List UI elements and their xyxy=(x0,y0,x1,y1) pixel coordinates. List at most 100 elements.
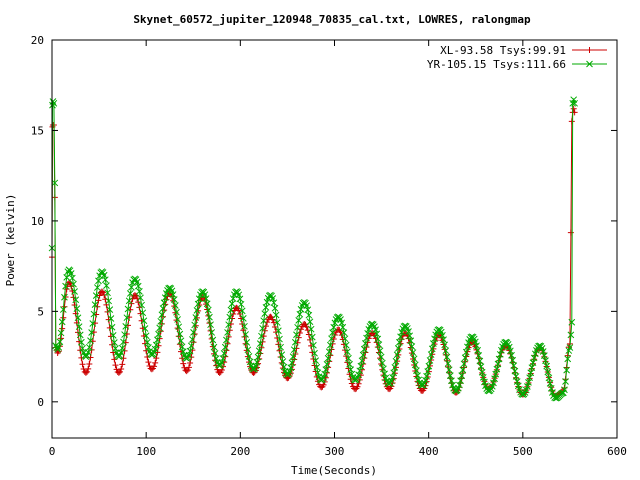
series-marker xyxy=(544,368,552,376)
series-marker xyxy=(154,336,161,344)
series-marker xyxy=(313,363,321,371)
series-marker xyxy=(567,229,574,236)
series-marker xyxy=(133,278,141,286)
series-marker xyxy=(174,316,181,323)
series-marker xyxy=(75,323,83,330)
series-marker xyxy=(530,354,538,362)
series-marker xyxy=(346,360,353,368)
series-marker xyxy=(287,364,295,372)
series-marker xyxy=(173,308,180,316)
series-marker xyxy=(125,297,133,305)
series-marker xyxy=(112,362,119,369)
series-marker xyxy=(172,302,179,309)
series-marker xyxy=(494,360,502,368)
series-marker xyxy=(243,339,251,346)
x-tick-label: 100 xyxy=(136,445,156,458)
series-marker xyxy=(472,338,479,346)
series-2 xyxy=(48,96,578,402)
series-marker xyxy=(327,341,334,349)
series-marker xyxy=(510,362,518,369)
series-marker xyxy=(239,314,247,322)
series-marker xyxy=(149,350,157,358)
series-marker xyxy=(552,394,560,402)
series-marker xyxy=(290,346,298,354)
series-marker xyxy=(478,368,486,376)
series-marker xyxy=(227,306,235,314)
series-marker xyxy=(314,369,322,377)
series-marker xyxy=(430,345,437,352)
series-marker xyxy=(395,351,402,358)
series-marker xyxy=(375,341,383,349)
series-marker xyxy=(185,351,193,359)
series-marker xyxy=(178,343,186,351)
series-marker xyxy=(410,355,418,363)
series-marker xyxy=(260,317,268,325)
series-marker xyxy=(228,300,236,308)
series-marker xyxy=(448,377,455,385)
y-tick-label: 15 xyxy=(31,124,44,137)
series-marker xyxy=(87,337,94,344)
series-marker xyxy=(179,348,187,356)
series-marker xyxy=(329,329,336,336)
series-marker xyxy=(546,379,554,387)
series-marker xyxy=(158,311,166,319)
series-marker xyxy=(226,313,234,321)
series-marker xyxy=(393,351,401,359)
y-tick-label: 10 xyxy=(31,215,44,228)
x-tick-label: 400 xyxy=(419,445,439,458)
series-marker xyxy=(381,370,388,378)
series-marker xyxy=(396,338,403,346)
series-marker xyxy=(386,379,394,387)
series-marker xyxy=(477,363,485,371)
series-marker xyxy=(134,295,141,302)
series-marker xyxy=(72,296,80,304)
series-marker xyxy=(86,360,93,367)
series-marker xyxy=(159,305,167,312)
series-marker xyxy=(297,305,305,313)
series-marker xyxy=(394,358,401,365)
series-marker xyxy=(444,360,452,367)
series-marker xyxy=(54,346,62,353)
series-marker xyxy=(380,365,387,373)
series-marker xyxy=(307,325,315,333)
series-marker xyxy=(355,371,362,379)
series-marker xyxy=(306,318,314,326)
series-marker xyxy=(110,339,118,346)
series-marker xyxy=(169,291,177,298)
series-marker xyxy=(255,347,263,355)
series-marker xyxy=(279,358,287,365)
series-marker xyxy=(206,313,213,321)
chart-title: Skynet_60572_jupiter_120948_70835_cal.tx… xyxy=(133,13,531,26)
series-marker xyxy=(270,299,278,307)
series-marker xyxy=(341,335,349,343)
series-marker xyxy=(428,345,436,353)
legend-entry: YR-105.15 Tsys:111.66 xyxy=(427,58,607,71)
series-marker xyxy=(446,372,454,379)
series-marker xyxy=(319,376,326,383)
series-marker xyxy=(411,362,418,369)
series-marker xyxy=(161,294,169,302)
series-marker xyxy=(431,335,438,343)
series-marker xyxy=(539,348,547,355)
series-marker xyxy=(152,359,159,366)
series-marker xyxy=(254,353,262,361)
series-marker xyxy=(511,367,519,375)
series-marker xyxy=(413,367,420,374)
series-marker xyxy=(186,347,194,355)
series-marker xyxy=(305,311,313,319)
series-marker xyxy=(558,389,566,397)
series-marker xyxy=(57,329,65,337)
series-marker xyxy=(138,301,146,309)
series-marker xyxy=(442,347,450,355)
series-marker xyxy=(142,340,149,347)
series-marker xyxy=(425,362,433,370)
series-marker xyxy=(312,357,320,365)
series-marker xyxy=(189,336,196,343)
series-marker xyxy=(440,336,447,343)
series-marker xyxy=(568,318,576,326)
series-marker xyxy=(59,306,67,313)
series-marker xyxy=(190,329,197,336)
series-marker xyxy=(123,314,131,322)
series-marker xyxy=(272,311,280,319)
series-marker xyxy=(563,366,570,374)
